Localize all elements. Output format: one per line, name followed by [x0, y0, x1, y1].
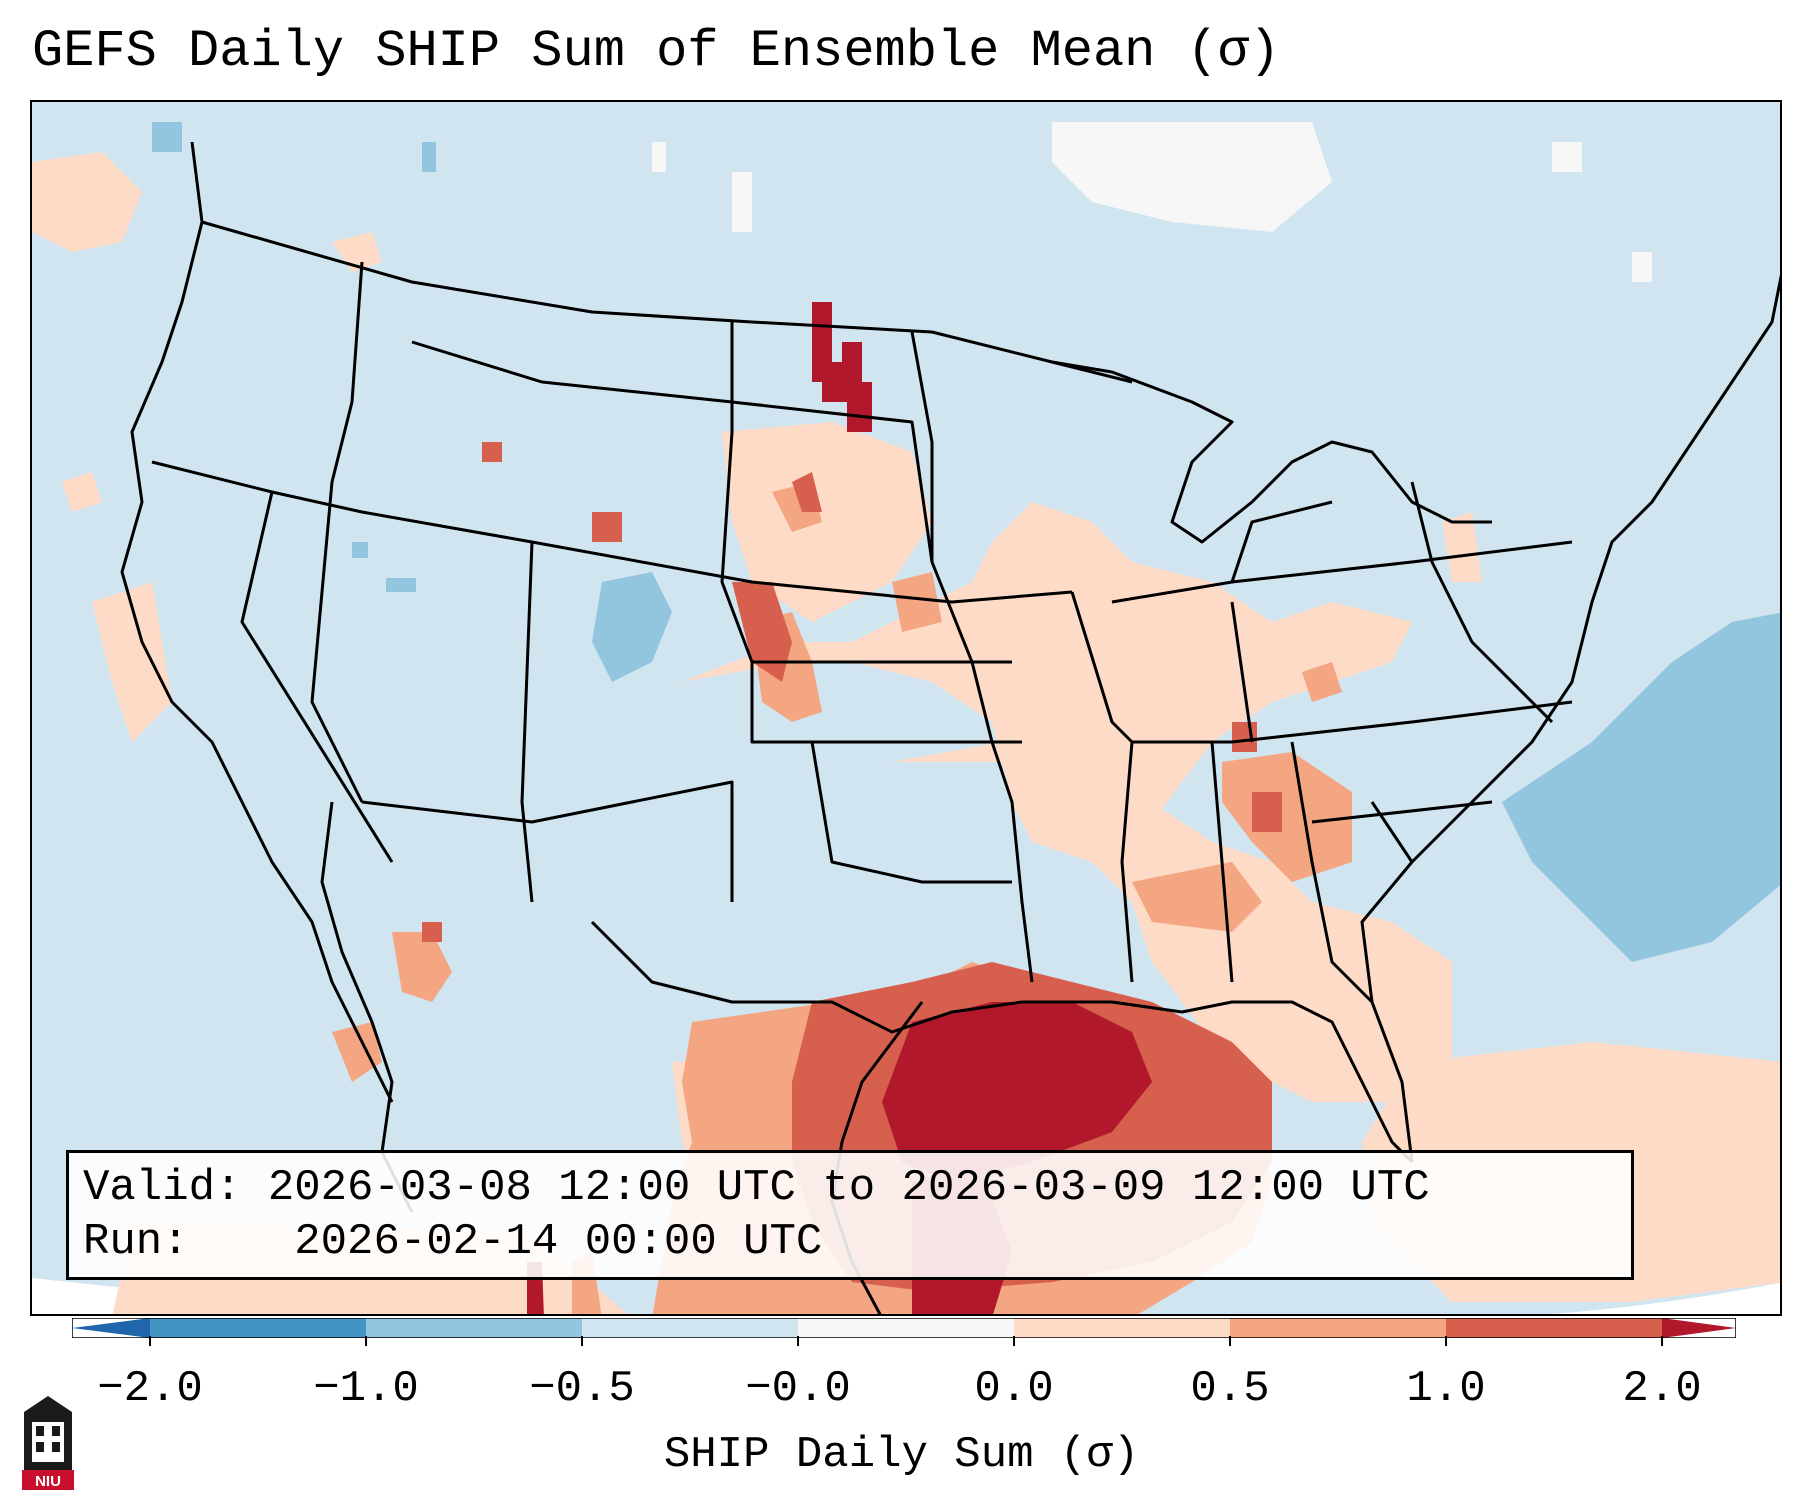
colorbar-tick-label: 2.0 — [1622, 1364, 1702, 1414]
colorbar-segment-5 — [1014, 1318, 1230, 1338]
great-lakes-outline — [1051, 360, 1492, 544]
pacific-coastline — [120, 141, 394, 1103]
colorbar — [72, 1318, 1736, 1338]
colorbar-tick-label: 1.0 — [1406, 1364, 1486, 1414]
colorbar-segment-6 — [1230, 1318, 1446, 1338]
colorbar-tick — [1445, 1336, 1447, 1346]
projection-edge-right — [1550, 1282, 1780, 1314]
colorbar-extend-low — [72, 1318, 150, 1338]
colorbar-tick-label: −1.0 — [313, 1364, 419, 1414]
colorbar-segment-7 — [1446, 1318, 1662, 1338]
colorbar-tick-label: 0.0 — [974, 1364, 1054, 1414]
colorbar-segment-3 — [582, 1318, 798, 1338]
colorbar-tick — [581, 1336, 583, 1346]
colorbar-tick — [1661, 1336, 1663, 1346]
map-borders — [120, 141, 1780, 1314]
validity-info-box: Valid: 2026-03-08 12:00 UTC to 2026-03-0… — [66, 1150, 1634, 1280]
colorbar-tick — [797, 1336, 799, 1346]
neutral-patches — [652, 122, 1652, 282]
colorbar-segment-1 — [150, 1318, 366, 1338]
gulf-coastline — [590, 920, 1414, 1164]
chart-title: GEFS Daily SHIP Sum of Ensemble Mean (σ) — [32, 22, 1281, 81]
colorbar-extend-high — [1662, 1318, 1736, 1338]
colorbar-tick-label: −2.0 — [97, 1364, 203, 1414]
colorbar-label: SHIP Daily Sum (σ) — [663, 1430, 1140, 1480]
niu-logo-icon: NIU — [22, 1396, 74, 1490]
colorbar-tick — [1229, 1336, 1231, 1346]
valid-time-range: 2026-03-08 12:00 UTC to 2026-03-09 12:00… — [267, 1163, 1430, 1213]
colorbar-segment-2 — [366, 1318, 582, 1338]
colorbar-tick-label: −0.5 — [529, 1364, 635, 1414]
colorbar-tick-label: −0.0 — [745, 1364, 851, 1414]
colorbar-ticks: −2.0 −1.0 −0.5 −0.0 0.0 0.5 1.0 2.0 — [0, 1336, 1803, 1414]
map-panel — [30, 100, 1782, 1316]
colorbar-tick-label: 0.5 — [1190, 1364, 1270, 1414]
atlantic-coastline — [1360, 274, 1780, 1163]
colorbar-tick — [365, 1336, 367, 1346]
colorbar-tick — [149, 1336, 151, 1346]
colorbar-segment-4 — [798, 1318, 1014, 1338]
valid-label: Valid: — [83, 1163, 242, 1213]
run-time: 2026-02-14 00:00 UTC — [294, 1217, 823, 1267]
run-label: Run: — [83, 1217, 189, 1267]
negative-anomaly-patches — [152, 122, 1780, 962]
svg-text:NIU: NIU — [35, 1473, 61, 1490]
colorbar-tick — [1013, 1336, 1015, 1346]
map-svg — [32, 122, 1780, 1314]
